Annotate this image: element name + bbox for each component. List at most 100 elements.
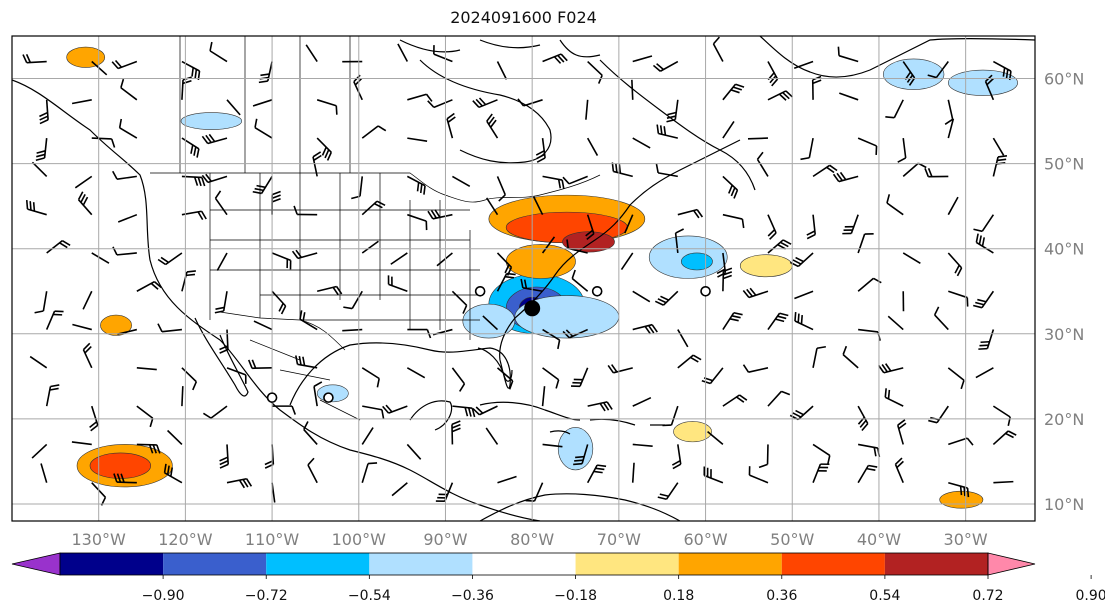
barb-feather [561, 179, 565, 190]
wind-barb [756, 151, 769, 177]
wind-barb [303, 421, 318, 445]
province-lines [179, 36, 351, 173]
barb-feather [149, 417, 154, 428]
lat-tick-label: 10°N [1044, 495, 1084, 514]
barb-staff [496, 367, 514, 382]
barb-feather [712, 36, 720, 45]
barb-feather [749, 287, 757, 296]
barb-staff [214, 197, 228, 216]
barb-feather [735, 83, 745, 88]
barb-feather [111, 61, 119, 70]
wind-barb [136, 280, 162, 292]
barb-feather [298, 355, 302, 366]
barb-feather [385, 404, 393, 413]
anomaly-contour [66, 46, 106, 68]
wind-barb [571, 269, 589, 292]
barb-feather [732, 86, 743, 91]
barb-staff [857, 233, 866, 254]
wind-barb [857, 277, 882, 292]
barb-feather [157, 258, 167, 266]
colorbar-tick-label: −0.54 [348, 588, 391, 604]
barb-staff [842, 353, 859, 369]
barb-staff [624, 214, 634, 234]
wind-barb [293, 205, 318, 216]
barb-feather [557, 54, 565, 63]
barb-feather [219, 463, 229, 469]
wind-barb [902, 252, 921, 264]
barb-feather [446, 112, 455, 120]
wind-barb [722, 213, 745, 229]
barb-feather [256, 184, 266, 189]
barb-feather [722, 274, 732, 280]
colorbar-tick-label: −0.18 [554, 588, 597, 604]
barb-feather [729, 318, 739, 322]
barb-feather [343, 306, 353, 310]
wind-barb [794, 290, 814, 300]
barb-feather [977, 298, 987, 303]
florida [477, 347, 513, 382]
barb-staff [541, 236, 556, 254]
barb-feather [733, 189, 739, 199]
barb-staff [451, 290, 468, 306]
barb-feather [156, 444, 161, 454]
wind-barb [677, 354, 702, 369]
wind-barb [944, 99, 954, 125]
longitude-tick-labels: 130°W 120°W 110°W 100°W 90°W 80°W 70°W 60°W 50°W… [72, 530, 988, 549]
wind-barb [674, 228, 684, 254]
wind-barb [202, 405, 228, 419]
wind-barb [654, 290, 679, 306]
wind-barb [896, 419, 907, 445]
west-coast [12, 79, 541, 521]
barb-feather [978, 347, 988, 350]
barb-feather [153, 281, 162, 289]
barb-staff [181, 367, 197, 383]
wind-barb [226, 367, 247, 384]
wind-barb [112, 246, 137, 256]
barb-staff [541, 386, 546, 407]
wind-barb [703, 466, 724, 484]
wind-barb [167, 429, 183, 445]
barb-feather [659, 493, 669, 498]
anomaly-contour [562, 231, 615, 253]
wind-barb [586, 137, 599, 156]
anomaly-contour [100, 314, 132, 336]
wind-barb [157, 323, 183, 333]
barb-feather [978, 235, 982, 245]
barb-feather [39, 115, 49, 121]
wind-barb [136, 443, 161, 454]
barb-staff [253, 320, 273, 331]
barb-feather [597, 464, 607, 468]
barb-feather [116, 473, 122, 483]
colorbar-tick-label: 0.72 [972, 588, 1003, 604]
barb-feather [381, 409, 385, 419]
barb-feather [36, 153, 46, 158]
lon-tick-label: 70°W [597, 530, 641, 549]
wind-barb [857, 232, 874, 254]
barb-feather [291, 405, 297, 415]
wind-barb [886, 194, 904, 216]
barb-feather [157, 323, 163, 333]
coastline-layer [12, 36, 1035, 521]
anomaly-contour [180, 112, 243, 130]
barb-staff [482, 315, 499, 331]
wind-barb [767, 312, 789, 331]
barb-feather [742, 289, 750, 298]
barb-feather [498, 194, 506, 202]
wind-barb [520, 278, 543, 293]
barb-feather [656, 124, 660, 134]
barb-staff [361, 240, 379, 254]
barb-feather [214, 190, 222, 199]
colorbar-segment [781, 553, 885, 575]
barb-feather [321, 146, 327, 156]
barb-staff [532, 196, 544, 216]
barb-feather [200, 210, 207, 220]
wind-barb [361, 367, 380, 388]
wind-barb [71, 99, 92, 105]
barb-feather [202, 412, 212, 419]
wind-barb [677, 329, 689, 348]
barb-feather [792, 412, 802, 418]
barb-feather [671, 459, 681, 466]
wind-barb [77, 191, 93, 216]
wind-barb [992, 154, 1008, 177]
